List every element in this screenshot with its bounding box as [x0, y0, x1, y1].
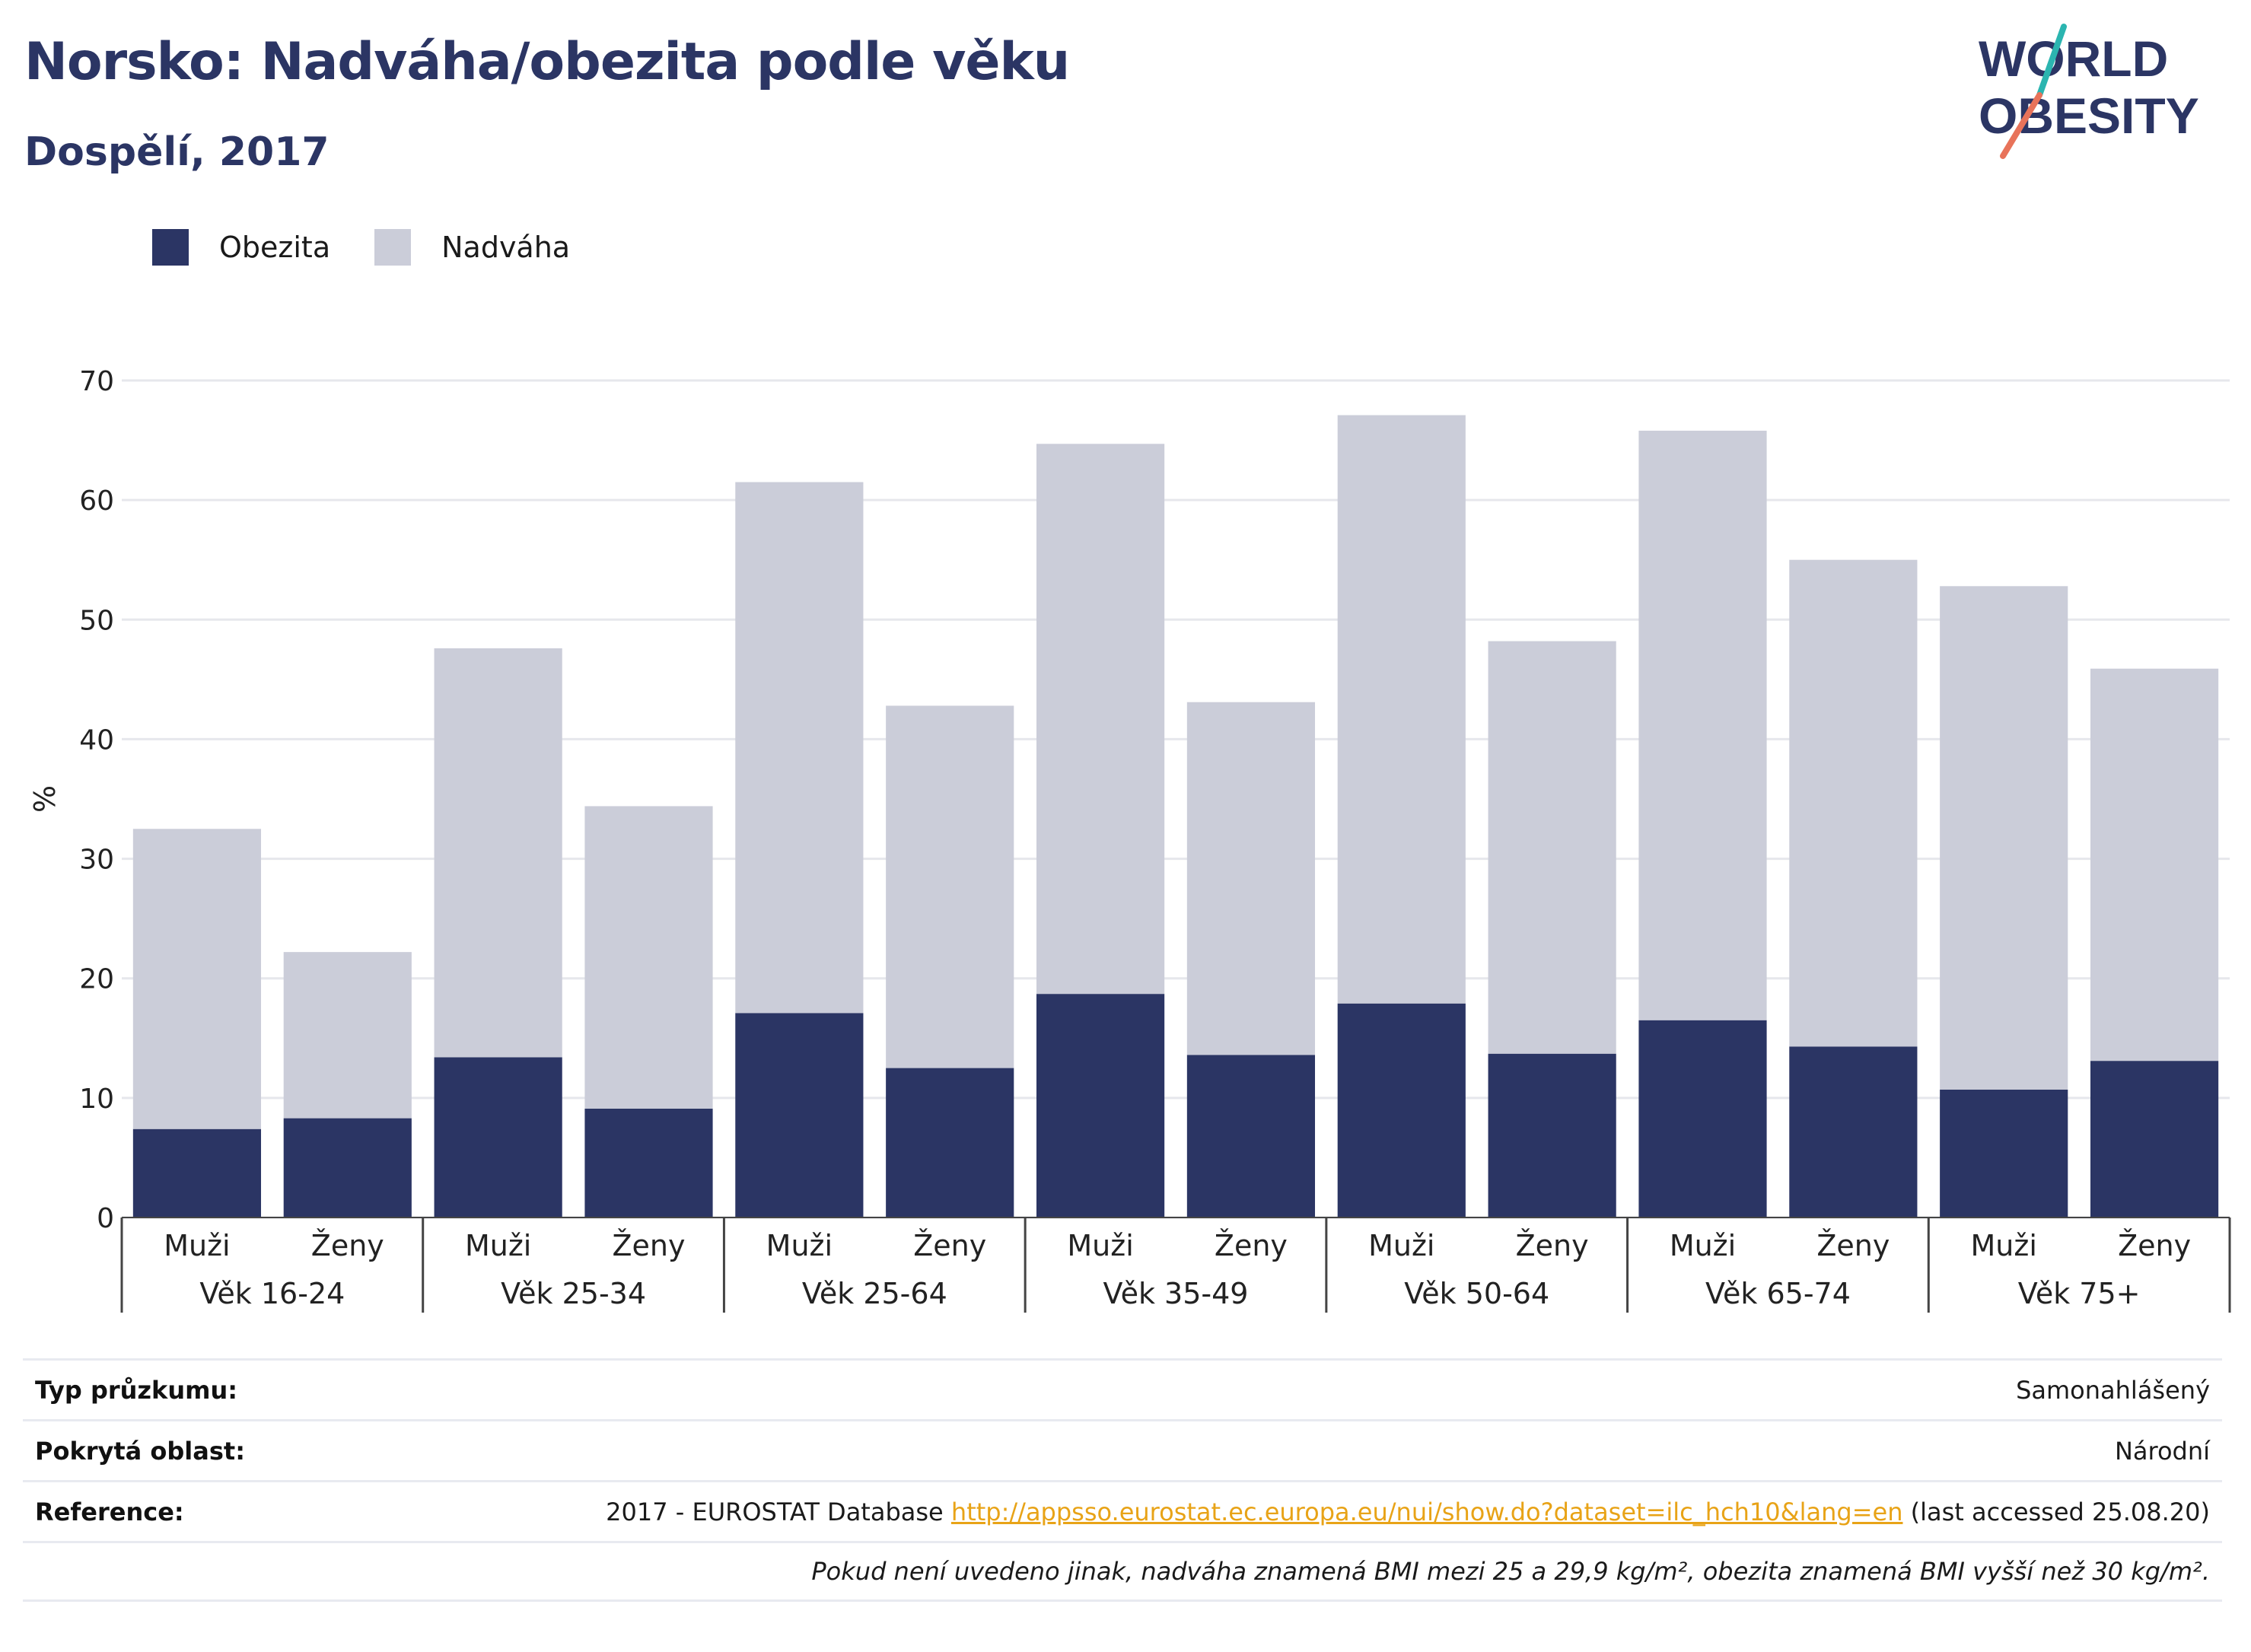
x-tick-label: Muži	[766, 1229, 833, 1262]
area-key: Pokrytá oblast:	[35, 1436, 245, 1466]
legend-label-obezita: Obezita	[219, 231, 331, 264]
bar-obezita	[886, 1068, 1014, 1218]
group-label: Věk 75+	[2018, 1277, 2141, 1310]
x-tick-label: Ženy	[613, 1229, 686, 1262]
bar-nadváha	[132, 829, 262, 1129]
info-row-area: Pokrytá oblast: Národní	[23, 1419, 2222, 1480]
chart-legend: Obezita Nadváha	[152, 228, 614, 266]
reference-value: 2017 - EUROSTAT Database http://appsso.e…	[606, 1498, 2210, 1526]
page-title: Norsko: Nadváha/obezita podle věku	[24, 32, 1070, 92]
area-value: Národní	[2114, 1436, 2210, 1466]
reference-key: Reference:	[35, 1497, 184, 1526]
x-tick-label: Muži	[1670, 1229, 1736, 1262]
x-tick-label: Muži	[1971, 1229, 2037, 1262]
bar-nadváha	[434, 648, 562, 1058]
x-tick-label: Ženy	[2118, 1229, 2191, 1262]
page-subtitle: Dospělí, 2017	[24, 129, 330, 175]
logo-slash-coral	[2000, 92, 2042, 159]
logo-slash-teal	[2036, 24, 2067, 98]
bar-nadváha	[1638, 431, 1767, 1020]
bar-nadváha	[283, 952, 412, 1119]
definition-note: Pokud není uvedeno jinak, nadváha znamen…	[811, 1557, 2210, 1586]
bar-obezita	[1488, 1053, 1616, 1218]
y-tick-label: 50	[79, 605, 114, 636]
logo-line2: OBESITY	[1979, 88, 2199, 144]
group-label: Věk 25-34	[501, 1277, 646, 1310]
x-tick-label: Muži	[465, 1229, 531, 1262]
legend-swatch-nadvaha	[374, 229, 412, 266]
x-tick-label: Ženy	[311, 1229, 384, 1262]
y-tick-label: 40	[79, 724, 114, 756]
legend-item-nadvaha: Nadváha	[374, 229, 570, 266]
bar-obezita	[2090, 1061, 2219, 1218]
reference-suffix: (last accessed 25.08.20)	[1902, 1497, 2210, 1526]
x-tick-label: Muži	[1368, 1229, 1434, 1262]
world-obesity-logo: WORLD OBESITY	[1979, 24, 2199, 159]
bar-nadváha	[1036, 444, 1165, 995]
x-tick-label: Muži	[1067, 1229, 1133, 1262]
y-tick-label: 0	[97, 1203, 114, 1234]
bar-obezita	[283, 1118, 412, 1218]
y-axis-label: %	[28, 785, 62, 813]
bar-nadváha	[1337, 415, 1466, 1004]
bar-obezita	[1337, 1003, 1466, 1218]
y-tick-label: 70	[79, 366, 114, 397]
bar-obezita	[1789, 1046, 1918, 1218]
reference-prefix: 2017 - EUROSTAT Database	[606, 1497, 951, 1526]
bar-nadváha	[735, 482, 864, 1014]
info-row-survey: Typ průzkumu: Samonahlášený	[23, 1358, 2222, 1419]
info-row-note: Pokud není uvedeno jinak, nadváha znamen…	[23, 1541, 2222, 1602]
bar-nadváha	[1186, 702, 1316, 1055]
bar-nadváha	[1789, 559, 1918, 1047]
x-tick-label: Ženy	[1816, 1229, 1890, 1262]
bar-obezita	[1186, 1055, 1316, 1218]
bar-obezita	[434, 1057, 562, 1218]
legend-item-obezita: Obezita	[152, 229, 330, 266]
bar-nadváha	[1488, 641, 1616, 1054]
bar-nadváha	[2090, 668, 2219, 1062]
reference-link[interactable]: http://appsso.eurostat.ec.europa.eu/nui/…	[950, 1497, 1903, 1526]
x-tick-label: Ženy	[1516, 1229, 1589, 1262]
bar-obezita	[735, 1013, 864, 1218]
bar-obezita	[1638, 1020, 1767, 1218]
info-row-reference: Reference: 2017 - EUROSTAT Database http…	[23, 1480, 2222, 1541]
info-table: Typ průzkumu: Samonahlášený Pokrytá obla…	[23, 1358, 2222, 1602]
y-tick-label: 10	[79, 1084, 114, 1115]
group-label: Věk 35-49	[1103, 1277, 1249, 1310]
legend-swatch-obezita	[152, 229, 189, 266]
group-label: Věk 50-64	[1404, 1277, 1549, 1310]
survey-key: Typ průzkumu:	[35, 1375, 238, 1405]
bar-nadváha	[1940, 586, 2068, 1090]
x-tick-label: Muži	[164, 1229, 230, 1262]
legend-label-nadvaha: Nadváha	[441, 231, 571, 264]
stacked-bar-chart: 0 10 20 30 40 50 60 70% Muži Ženy Muži Ženy Muži Ženy…	[28, 366, 2231, 1313]
bar-nadváha	[584, 806, 713, 1109]
y-tick-label: 60	[79, 485, 114, 517]
group-label: Věk 16-24	[199, 1277, 345, 1310]
survey-value: Samonahlášený	[2016, 1375, 2210, 1405]
bar-nadváha	[886, 705, 1014, 1068]
x-tick-label: Ženy	[1215, 1229, 1288, 1262]
x-tick-label: Ženy	[913, 1229, 986, 1262]
group-label: Věk 25-64	[802, 1277, 947, 1310]
bar-obezita	[584, 1109, 713, 1218]
bar-obezita	[1940, 1089, 2068, 1218]
y-tick-label: 30	[79, 845, 114, 876]
bar-obezita	[1036, 994, 1165, 1218]
logo-line1: WORLD	[1979, 30, 2168, 87]
y-tick-label: 20	[79, 964, 114, 995]
group-label: Věk 65-74	[1705, 1277, 1851, 1310]
bar-obezita	[132, 1128, 262, 1218]
